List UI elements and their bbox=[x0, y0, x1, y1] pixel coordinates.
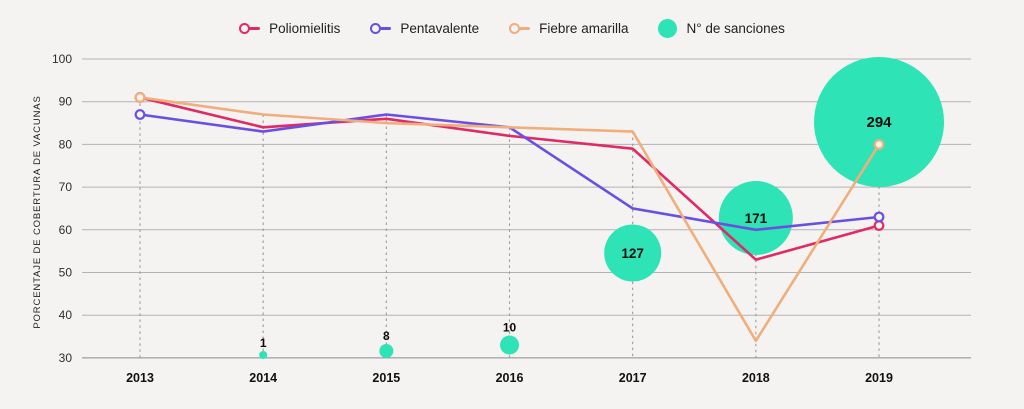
sanctions-count-label: 1 bbox=[260, 336, 267, 350]
x-tick-label: 2017 bbox=[619, 371, 647, 385]
series-marker-fiebre-amarilla bbox=[134, 92, 146, 103]
sanctions-bubble-2015 bbox=[379, 344, 394, 358]
sanctions-bubble-2014 bbox=[259, 351, 268, 359]
y-tick-label: 60 bbox=[59, 223, 73, 237]
sanctions-bubble-2016 bbox=[500, 335, 520, 355]
y-tick-label: 70 bbox=[59, 180, 73, 194]
sanctions-count-label: 8 bbox=[383, 329, 390, 343]
y-tick-label: 40 bbox=[59, 308, 73, 322]
series-marker-pentavalente bbox=[134, 109, 146, 120]
x-tick-label: 2015 bbox=[372, 371, 400, 385]
x-tick-label: 2018 bbox=[742, 371, 770, 385]
legend-label: Fiebre amarilla bbox=[539, 20, 629, 36]
x-tick-label: 2016 bbox=[496, 371, 524, 385]
legend-item-poliomielitis: Poliomielitis bbox=[239, 21, 340, 36]
series-marker-fiebre-amarilla bbox=[873, 138, 885, 150]
sanctions-count-label: 127 bbox=[621, 246, 644, 261]
bubble-icon bbox=[658, 18, 678, 38]
legend-item-fiebre-amarilla: Fiebre amarilla bbox=[509, 21, 628, 36]
chart-legend: Poliomielitis Pentavalente Fiebre amarilla… bbox=[0, 16, 1024, 40]
legend-label: N° de sanciones bbox=[686, 20, 785, 36]
series-marker-pentavalente bbox=[873, 211, 885, 223]
sanctions-bubble-2018 bbox=[718, 181, 793, 255]
series-line-poliomielitis bbox=[138, 96, 881, 261]
legend-label: Pentavalente bbox=[400, 20, 480, 36]
line-series-legend-icon bbox=[239, 22, 261, 34]
series-marker-poliomielitis bbox=[873, 220, 885, 231]
sanctions-count-label: 294 bbox=[867, 114, 893, 131]
line-dash-icon bbox=[249, 26, 261, 30]
line-series-legend-icon bbox=[370, 22, 392, 34]
line-dash-icon bbox=[519, 26, 531, 30]
y-axis-title: PORCENTAJE DE COBERTURA DE VACUNAS bbox=[32, 95, 43, 328]
line-series-legend-icon bbox=[509, 22, 531, 34]
y-tick-label: 50 bbox=[59, 266, 73, 280]
y-tick-label: 90 bbox=[59, 95, 73, 109]
sanctions-count-label: 10 bbox=[503, 321, 517, 335]
sanctions-bubble-2017 bbox=[604, 224, 662, 282]
legend-label: Poliomielitis bbox=[269, 20, 341, 36]
y-tick-label: 30 bbox=[59, 351, 73, 365]
y-tick-label: 100 bbox=[52, 52, 72, 66]
bubble-legend-icon bbox=[658, 18, 678, 38]
sanctions-count-label: 171 bbox=[745, 211, 768, 226]
x-tick-label: 2019 bbox=[865, 371, 893, 385]
legend-item-pentavalente: Pentavalente bbox=[370, 21, 479, 36]
sanctions-bubble-2019 bbox=[814, 57, 945, 187]
x-tick-label: 2013 bbox=[126, 371, 154, 385]
legend-item-n-de-sanciones: N° de sanciones bbox=[658, 18, 785, 38]
x-tick-label: 2014 bbox=[249, 371, 277, 385]
y-tick-label: 80 bbox=[59, 137, 73, 151]
series-line-fiebre-amarilla bbox=[138, 96, 881, 343]
line-dash-icon bbox=[380, 26, 392, 30]
